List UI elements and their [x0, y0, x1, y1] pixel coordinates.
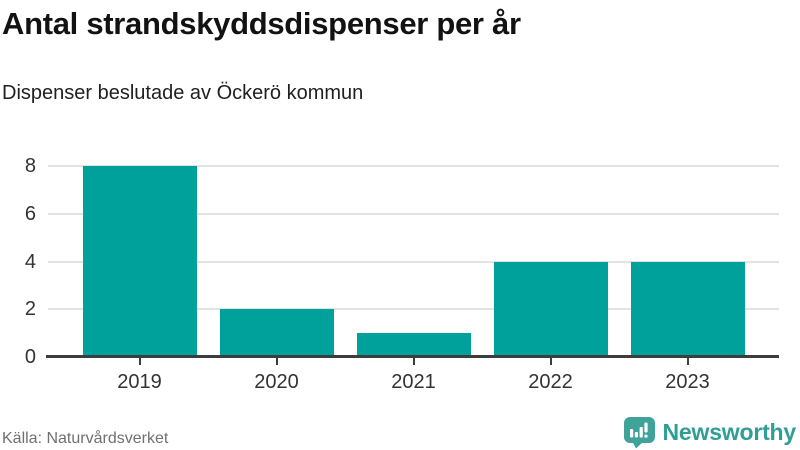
newsworthy-wordmark: Newsworthy [662, 418, 797, 445]
gridline-6 [48, 212, 779, 215]
x-axis-tick-2022 [549, 358, 552, 365]
bar-2023 [630, 261, 745, 357]
y-axis-label-2: 2 [24, 298, 36, 321]
y-axis-label-4: 4 [24, 250, 36, 273]
x-axis-label-2020: 2020 [254, 371, 299, 393]
newsworthy-logo: Newsworthy [623, 415, 796, 449]
source-label: Källa: Naturvårdsverket [2, 430, 169, 447]
newsworthy-bubble-chart-icon [623, 416, 655, 448]
chart-subtitle: Dispenser beslutade av Öckerö kommun [2, 82, 364, 104]
gridline-2 [48, 308, 779, 311]
x-axis-label-2022: 2022 [528, 371, 573, 393]
x-axis-label-2019: 2019 [117, 371, 162, 393]
chart-title: Antal strandskyddsdispenser per år [2, 6, 521, 41]
bar-2021 [356, 333, 471, 357]
x-axis-tick-2019 [138, 358, 141, 365]
bar-2019 [82, 166, 197, 357]
x-axis-label-2021: 2021 [391, 371, 436, 393]
y-axis-label-0: 0 [24, 346, 36, 368]
x-axis-line [46, 355, 779, 358]
x-axis-tick-2023 [686, 358, 689, 365]
gridline-4 [48, 260, 779, 263]
bar-2020 [219, 309, 334, 357]
x-axis-tick-2021 [412, 358, 415, 365]
x-axis-label-2023: 2023 [665, 371, 710, 393]
gridline-8 [48, 165, 779, 167]
y-axis-label-6: 6 [24, 202, 36, 225]
bar-2022 [493, 261, 608, 357]
x-axis-tick-2020 [275, 358, 278, 365]
bar-chart: 0 2 4 6 8 2019 2020 2021 2022 2023 [24, 155, 779, 393]
y-axis-label-8: 8 [24, 155, 36, 177]
